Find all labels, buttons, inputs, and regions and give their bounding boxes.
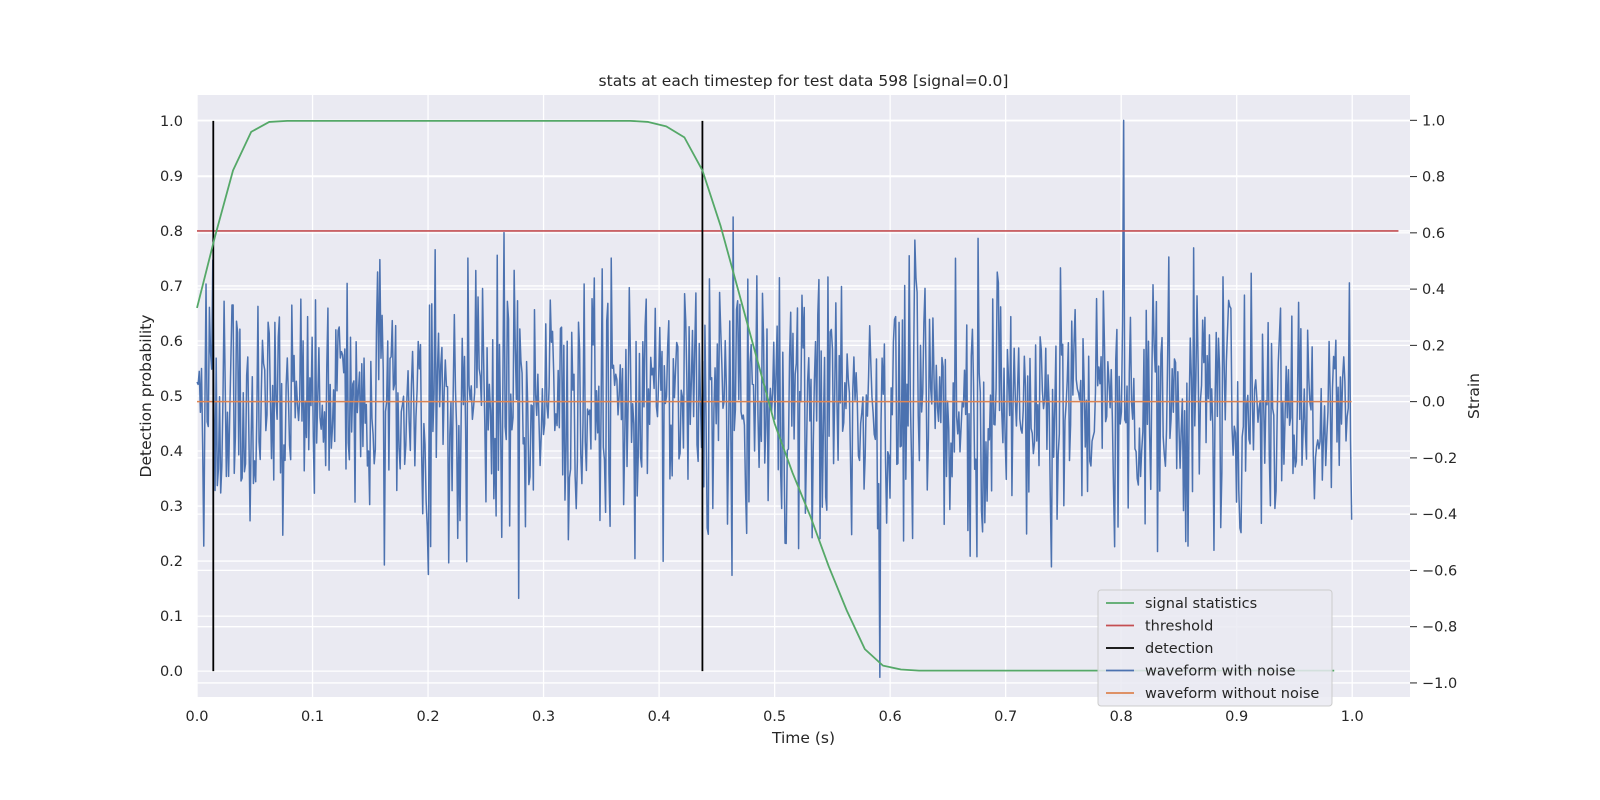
x-tick-label: 0.6: [879, 709, 902, 725]
y-left-tick-label: 0.3: [160, 499, 183, 515]
legend-label: waveform with noise: [1145, 664, 1296, 680]
y-left-axis-ticks: 0.0 0.1 0.2 0.3 0.4 0.5 0.6 0.7 0.8 0.9 1.0: [160, 114, 183, 680]
legend-label: signal statistics: [1145, 596, 1257, 612]
y-left-tick-label: 0.2: [160, 554, 183, 570]
y-right-axis-label: Strain: [1465, 373, 1483, 419]
y-left-tick-label: 0.1: [160, 609, 183, 625]
y-right-tick-label: 0.0: [1422, 395, 1445, 411]
x-tick-label: 0.0: [185, 709, 208, 725]
y-left-tick-label: 0.0: [160, 664, 183, 680]
y-right-tick-label: 0.2: [1422, 338, 1445, 354]
legend-label: threshold: [1145, 619, 1213, 635]
y-right-tick-label: 1.0: [1422, 113, 1445, 129]
legend-label: detection: [1145, 641, 1213, 657]
legend-label: waveform without noise: [1145, 686, 1319, 702]
y-left-tick-label: 0.8: [160, 224, 183, 240]
y-right-axis-ticks: −1.0 −0.8 −0.6 −0.4 −0.2 0.0 0.2 0.4 0.6 0.8 1.0: [1410, 113, 1457, 692]
y-left-tick-label: 0.6: [160, 334, 183, 350]
y-right-tick-label: 0.6: [1422, 226, 1445, 242]
y-left-tick-label: 0.7: [160, 279, 183, 295]
y-right-tick-label: 0.8: [1422, 170, 1445, 186]
x-tick-label: 0.9: [1225, 709, 1248, 725]
y-right-tick-label: −0.8: [1422, 620, 1457, 636]
x-tick-label: 0.7: [994, 709, 1017, 725]
y-right-tick-label: −0.2: [1422, 451, 1457, 467]
legend-box: [1097, 589, 1333, 707]
y-right-tick-label: −0.6: [1422, 563, 1457, 579]
y-right-tick-label: −0.4: [1422, 507, 1457, 523]
y-left-axis-label: Detection probability: [137, 315, 155, 478]
y-left-tick-label: 0.5: [160, 389, 183, 405]
x-tick-label: 0.2: [417, 709, 440, 725]
legend: signal statistics threshold detection wavef…: [1097, 589, 1333, 707]
x-axis-label: Time (s): [771, 729, 835, 747]
y-left-tick-label: 0.9: [160, 169, 183, 185]
y-left-tick-label: 0.4: [160, 444, 183, 460]
x-tick-label: 0.8: [1110, 709, 1133, 725]
series-waveform-with-noise: [196, 119, 1353, 679]
x-tick-label: 0.3: [532, 709, 555, 725]
x-tick-label: 0.5: [763, 709, 786, 725]
x-axis-ticks: 0.0 0.1 0.2 0.3 0.4 0.5 0.6 0.7 0.8 0.9 1.0: [185, 709, 1363, 725]
y-right-tick-label: 0.4: [1422, 282, 1445, 298]
y-right-tick-label: −1.0: [1422, 676, 1457, 692]
x-tick-label: 0.4: [648, 709, 671, 725]
x-tick-label: 1.0: [1341, 709, 1364, 725]
chart-title: stats at each timestep for test data 598…: [599, 72, 1009, 90]
x-tick-label: 0.1: [301, 709, 324, 725]
y-left-tick-label: 1.0: [160, 114, 183, 130]
